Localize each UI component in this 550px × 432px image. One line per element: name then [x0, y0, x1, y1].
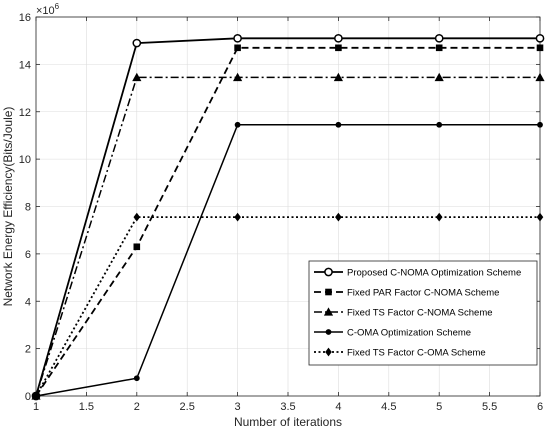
legend-label: Fixed PAR Factor C-NOMA Scheme	[347, 288, 499, 299]
data-point	[233, 33, 242, 43]
y-tick-label: 16	[19, 12, 31, 24]
legend-label: Fixed TS Factor C-OMA Scheme	[347, 348, 486, 359]
data-point	[234, 212, 241, 222]
data-point	[536, 44, 544, 52]
y-tick-label: 6	[25, 249, 31, 261]
legend-entry: Proposed C-NOMA Optimization Scheme	[314, 268, 521, 279]
x-tick-label: 5	[436, 401, 442, 413]
x-tick-label: 3	[235, 401, 241, 413]
legend-marker	[324, 267, 333, 277]
y-tick-label: 10	[19, 154, 31, 166]
x-tick-label: 2	[134, 401, 140, 413]
legend-entry: C-OMA Optimization Scheme	[314, 328, 471, 339]
series-line	[35, 46, 540, 397]
data-point	[334, 33, 343, 43]
series-line	[35, 124, 540, 397]
x-tick-label: 6	[537, 401, 543, 413]
series-layer	[31, 33, 545, 401]
data-point	[132, 72, 142, 82]
data-point	[133, 243, 141, 251]
y-tick-label: 14	[19, 59, 31, 71]
x-tick-label: 2.5	[180, 401, 195, 413]
legend-label: Fixed TS Factor C-NOMA Scheme	[347, 308, 493, 319]
data-point	[32, 391, 40, 401]
x-tick-label: 1	[33, 401, 39, 413]
data-point	[333, 72, 343, 82]
data-point	[133, 375, 140, 382]
data-point	[436, 121, 443, 128]
series-line	[35, 76, 540, 397]
data-point	[535, 72, 545, 82]
series-line	[35, 37, 540, 397]
y-tick-label: 2	[25, 344, 31, 356]
data-point	[335, 212, 342, 222]
legend-label: C-OMA Optimization Scheme	[347, 328, 471, 339]
data-point	[435, 44, 443, 52]
y-multiplier-base: ×10	[36, 5, 55, 17]
x-tick-label: 3.5	[280, 401, 295, 413]
data-point	[537, 121, 543, 128]
legend-label: Proposed C-NOMA Optimization Scheme	[347, 268, 521, 279]
legend-entry: Fixed TS Factor C-OMA Scheme	[314, 348, 486, 359]
x-tick-label: 1.5	[79, 401, 94, 413]
y-tick-label: 4	[25, 296, 31, 308]
data-point	[434, 33, 444, 43]
data-point	[234, 44, 241, 52]
y-tick-label: 8	[25, 202, 31, 214]
y-axis-multiplier: ×106	[36, 2, 60, 17]
legend-entry: Fixed TS Factor C-NOMA Scheme	[314, 307, 493, 319]
legend-marker	[323, 307, 334, 316]
legend-entry: Fixed PAR Factor C-NOMA Scheme	[314, 288, 499, 299]
data-point	[133, 212, 141, 222]
axis-ticks: 1 1.5 2 2.5 3 3.5 4 4.5 5 5.5 6 0 2 4 6 8 10 12 14 16	[19, 12, 543, 413]
x-axis-label: Number of iterations	[234, 415, 342, 429]
x-tick-label: 4	[335, 401, 341, 413]
legend: Proposed C-NOMA Optimization Scheme Fixed…	[308, 260, 538, 366]
data-point	[233, 72, 243, 82]
data-point	[434, 72, 444, 82]
legend-box	[308, 260, 538, 366]
data-point	[335, 121, 342, 128]
series-line	[35, 216, 540, 397]
data-point	[234, 121, 241, 128]
data-point	[536, 212, 544, 222]
data-point	[435, 212, 443, 222]
legend-marker	[325, 288, 332, 296]
y-multiplier-exponent: 6	[55, 2, 60, 11]
y-tick-label: 12	[19, 107, 31, 119]
series-5	[32, 212, 544, 401]
legend-marker	[325, 347, 332, 357]
x-tick-label: 4.5	[381, 401, 396, 413]
x-tick-label: 5.5	[482, 401, 497, 413]
legend-marker	[325, 329, 332, 335]
data-point	[132, 38, 142, 48]
y-tick-label: 0	[25, 391, 31, 403]
data-point	[335, 44, 342, 52]
y-axis-label: Network Energy Efficiency(Bits/Joule)	[1, 107, 15, 307]
data-point	[535, 33, 545, 43]
